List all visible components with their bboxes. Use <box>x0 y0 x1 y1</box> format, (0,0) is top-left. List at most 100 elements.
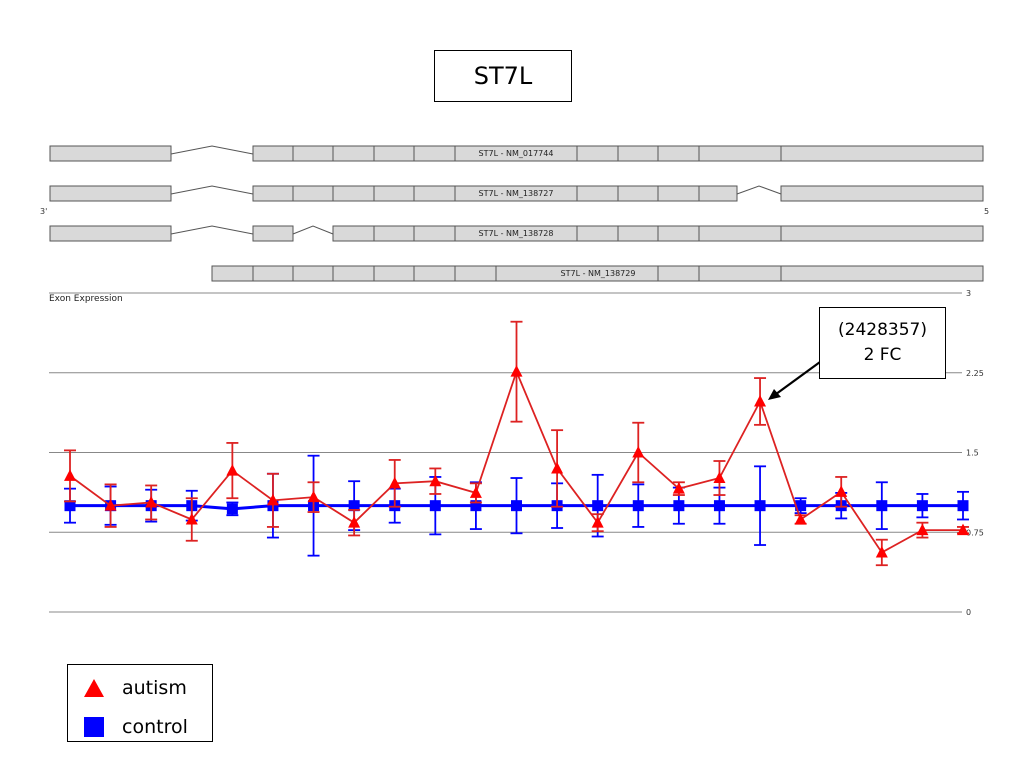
y-tick-label: 0 <box>966 608 971 617</box>
transcript-label: ST7L - NM_017744 <box>479 149 554 158</box>
intron-line <box>170 145 254 155</box>
exon-block <box>373 185 415 202</box>
exon-block <box>780 145 984 162</box>
exon-block <box>332 185 375 202</box>
five-prime-label: 5 <box>984 207 989 216</box>
callout-fold-change: 2 FC <box>863 345 902 365</box>
intron-line <box>736 185 782 195</box>
exon-block <box>454 265 497 282</box>
exon-block <box>49 185 172 202</box>
exon-block <box>698 145 782 162</box>
exon-block <box>657 145 700 162</box>
transcript-label: ST7L - NM_138729 <box>561 269 636 278</box>
control-point <box>511 500 522 512</box>
exon-block <box>373 225 415 242</box>
exon-block <box>780 185 984 202</box>
autism-point <box>104 499 117 511</box>
autism-point <box>632 446 645 458</box>
control-point <box>592 500 604 512</box>
callout-arrowhead <box>768 389 781 400</box>
control-point <box>64 500 76 512</box>
autism-point <box>672 482 685 494</box>
gene-model: ST7L - NM_017744 ST7L - NM_138727 ST7L - N… <box>49 145 984 282</box>
autism-point <box>226 464 239 476</box>
transcript-label: ST7L - NM_138728 <box>479 229 554 238</box>
intron-line <box>292 225 334 235</box>
exon-block <box>617 225 659 242</box>
grid-layer: 0 0.75 1.5 2.25 3 <box>49 289 984 617</box>
exon-block <box>413 145 456 162</box>
exon-block <box>576 185 619 202</box>
exon-block <box>49 145 172 162</box>
callout-arrow-line <box>771 361 821 398</box>
exon-block <box>413 265 456 282</box>
exon-block <box>698 265 782 282</box>
autism-point <box>510 365 523 377</box>
exon-block <box>332 265 375 282</box>
autism-point <box>307 490 320 503</box>
exon-block <box>292 185 334 202</box>
intron-line <box>170 225 254 235</box>
control-point <box>916 500 928 512</box>
legend-autism-label: autism <box>122 677 187 699</box>
autism-point <box>348 516 361 528</box>
exon-block <box>657 185 700 202</box>
y-tick-label: 0.75 <box>966 528 984 537</box>
exon-block <box>373 145 415 162</box>
autism-point <box>916 523 929 536</box>
three-prime-label: 3' <box>40 207 47 216</box>
control-point <box>470 500 482 512</box>
exon-block <box>698 225 782 242</box>
autism-point <box>145 495 158 508</box>
control-point <box>713 500 725 512</box>
exon-block <box>252 265 294 282</box>
exon-block <box>413 185 456 202</box>
exon-block <box>252 145 294 162</box>
exon-block <box>49 225 172 242</box>
autism-point <box>266 493 279 506</box>
exon-block <box>780 265 984 282</box>
control-point <box>226 503 238 515</box>
autism-point <box>713 471 726 484</box>
exon-block <box>617 145 659 162</box>
y-tick-label: 2.25 <box>966 369 984 378</box>
exon-block <box>780 225 984 242</box>
callout-box: (2428357) 2 FC <box>819 307 946 379</box>
y-tick-label: 1.5 <box>966 449 979 458</box>
exon-block <box>292 265 334 282</box>
autism-legend-triangle-icon <box>84 679 104 697</box>
intron-line <box>170 185 254 195</box>
exon-block <box>332 225 375 242</box>
autism-point <box>875 545 888 558</box>
exon-block <box>576 225 619 242</box>
autism-point <box>64 469 76 481</box>
exon-block <box>617 185 659 202</box>
slide-title: ST7L <box>434 50 572 102</box>
control-point <box>754 500 766 512</box>
exon-block <box>657 225 700 242</box>
legend: autism control <box>67 664 213 742</box>
control-legend-square-icon <box>84 717 104 737</box>
legend-control-label: control <box>122 716 188 738</box>
exon-block <box>698 185 738 202</box>
exon-block <box>252 185 294 202</box>
exon-block <box>657 265 700 282</box>
control-point <box>429 500 441 512</box>
autism-point <box>835 485 848 497</box>
panel-label: Exon Expression <box>49 294 123 304</box>
control-point <box>957 500 969 512</box>
control-point <box>673 500 685 512</box>
autism-point <box>185 512 198 525</box>
exon-block <box>211 265 254 282</box>
autism-point <box>591 516 604 528</box>
autism-point <box>754 394 767 407</box>
autism-point <box>794 512 807 525</box>
autism-point <box>388 476 401 489</box>
control-point <box>632 500 644 512</box>
exon-block <box>252 225 294 242</box>
series-layer <box>64 320 969 567</box>
autism-point <box>957 523 969 536</box>
exon-block <box>292 145 334 162</box>
transcript-label: ST7L - NM_138727 <box>479 189 554 198</box>
